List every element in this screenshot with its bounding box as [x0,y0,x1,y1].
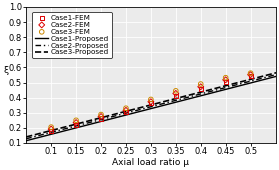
Case2-FEM [124,109,128,112]
Case2-FEM [174,92,178,95]
Case2-FEM [99,115,103,118]
Case1-FEM [99,117,103,120]
Y-axis label: ξ: ξ [3,66,9,75]
Case1-FEM [198,88,203,90]
Case1-FEM [174,95,178,97]
Case2-FEM [149,100,153,103]
Case2-FEM [49,128,53,130]
Case3-FEM [149,98,153,101]
Case3-FEM [124,107,128,110]
Case1-FEM [74,124,78,126]
Legend: Case1-FEM, Case2-FEM, Case3-FEM, Case1-Proposed, Case2-Proposed, Case3-Proposed: Case1-FEM, Case2-FEM, Case3-FEM, Case1-P… [32,12,112,58]
Case3-FEM [198,83,203,85]
Case2-FEM [223,78,228,81]
Case1-FEM [223,80,228,83]
Case3-FEM [49,126,53,129]
Case3-FEM [99,113,103,116]
Case1-FEM [49,130,53,133]
Case2-FEM [248,73,253,76]
Case1-FEM [149,102,153,105]
Case3-FEM [223,76,228,79]
Case3-FEM [174,89,178,92]
Case3-FEM [74,119,78,122]
Case2-FEM [74,121,78,124]
Case2-FEM [198,85,203,88]
Case1-FEM [124,111,128,114]
Case1-FEM [248,75,253,78]
Case3-FEM [248,72,253,74]
X-axis label: Axial load ratio μ: Axial load ratio μ [112,158,189,167]
